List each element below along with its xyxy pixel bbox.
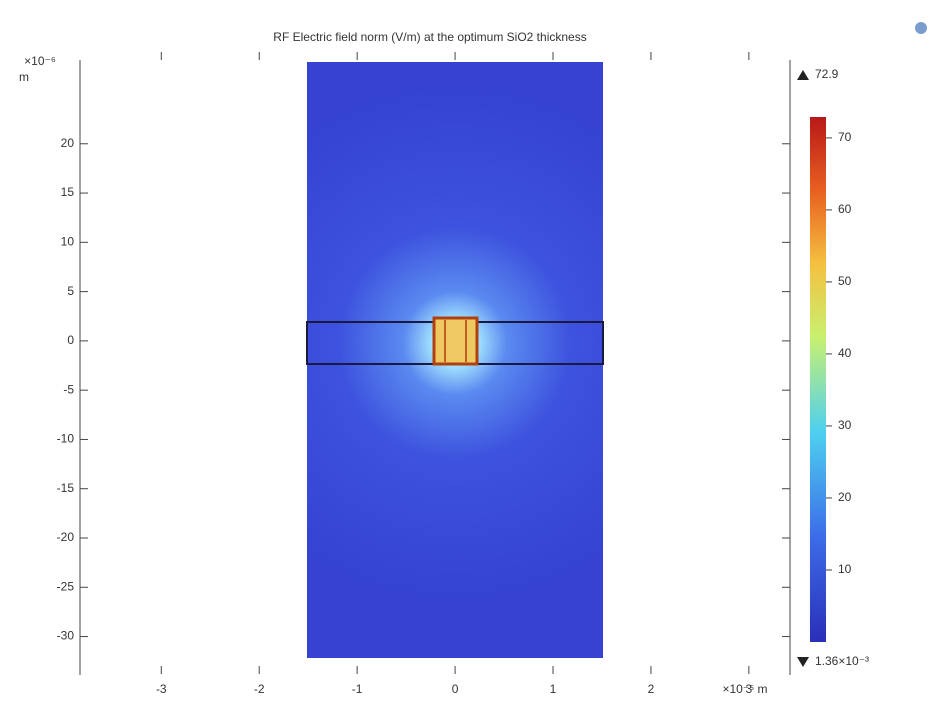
x-tick-label: 2	[648, 682, 655, 696]
electrode	[432, 316, 479, 366]
x-tick-label: -1	[352, 682, 363, 696]
colorbar-tick-label: 20	[838, 490, 852, 504]
colorbar-max: 72.9	[815, 67, 839, 81]
colorbar	[810, 117, 826, 642]
field-domain	[306, 62, 604, 658]
y-tick-label: -25	[57, 579, 75, 593]
colorbar-min: 1.36×10⁻³	[815, 654, 869, 668]
y-tick-label: 15	[61, 185, 75, 199]
y-multiplier: ×10⁻⁶	[24, 54, 56, 68]
colorbar-tick-label: 40	[838, 346, 852, 360]
colorbar-tick-label: 60	[838, 202, 852, 216]
y-tick-label: -15	[57, 481, 75, 495]
y-tick-label: -30	[57, 629, 75, 643]
chart-title: RF Electric field norm (V/m) at the opti…	[273, 30, 586, 44]
y-tick-label: 10	[61, 235, 75, 249]
x-label: ×10⁻⁵ m	[723, 682, 768, 696]
y-tick-label: -10	[57, 432, 75, 446]
x-tick-label: 1	[550, 682, 557, 696]
y-tick-label: -5	[63, 382, 74, 396]
settings-icon[interactable]	[915, 22, 927, 34]
y-tick-label: 5	[67, 284, 74, 298]
x-tick-label: 3	[746, 682, 753, 696]
max-marker	[797, 70, 809, 80]
y-tick-label: 0	[67, 333, 74, 347]
x-tick-label: 0	[452, 682, 459, 696]
x-tick-label: -3	[156, 682, 167, 696]
y-tick-label: -20	[57, 530, 75, 544]
colorbar-tick-label: 10	[838, 562, 852, 576]
x-tick-label: -2	[254, 682, 265, 696]
colorbar-tick-label: 70	[838, 130, 852, 144]
y-unit: m	[19, 70, 29, 84]
y-tick-label: 20	[61, 136, 75, 150]
colorbar-tick-label: 50	[838, 274, 852, 288]
min-marker	[797, 657, 809, 667]
colorbar-tick-label: 30	[838, 418, 852, 432]
